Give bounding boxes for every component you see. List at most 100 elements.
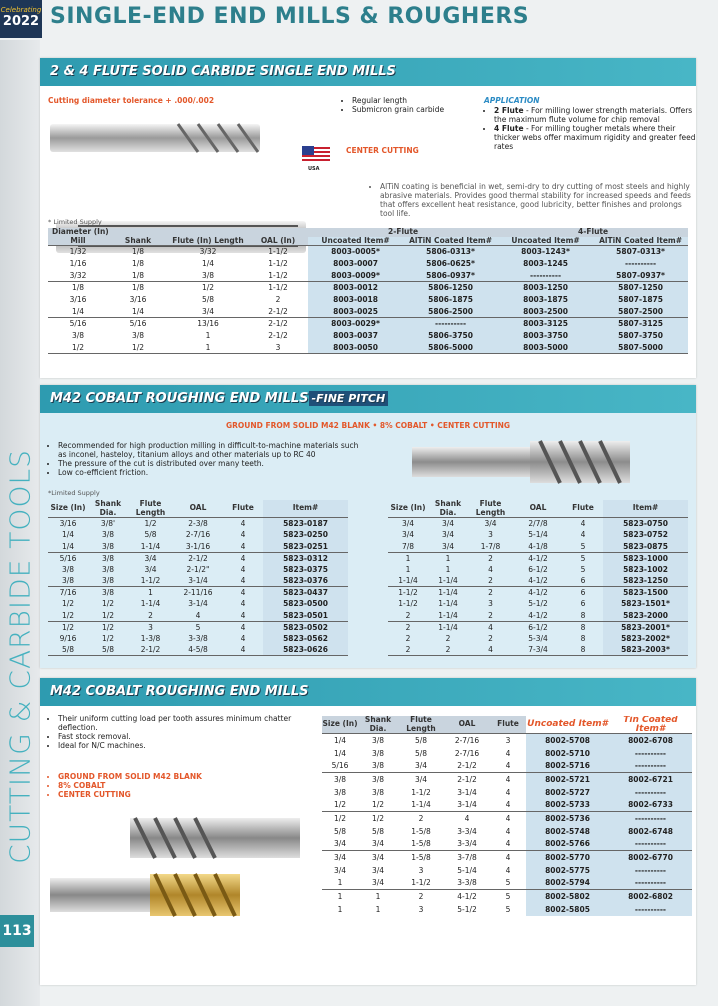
bullet-list: Recommended for high production milling … bbox=[48, 441, 368, 477]
table-cell: 4-5/8 bbox=[173, 644, 223, 656]
table-cell: 1/2 bbox=[201, 283, 215, 293]
feature: CENTER CUTTING bbox=[58, 790, 308, 799]
table-cell: 1-1/4 bbox=[388, 575, 428, 587]
table-cell: 2 bbox=[418, 891, 424, 901]
table-cell: 1/2 bbox=[101, 633, 115, 643]
table-cell: 1-1/4 bbox=[438, 622, 458, 632]
table-cell: 6-1/2 bbox=[528, 622, 548, 632]
column-header: Flute bbox=[572, 503, 594, 513]
table-cell: ---------- bbox=[609, 902, 692, 916]
table-cell: 2 bbox=[388, 609, 428, 622]
table-cell: 3/8 bbox=[88, 540, 128, 553]
table-row: 5/16 3/8 3/4 2-1/2 4 5823-0312 bbox=[48, 552, 348, 564]
table-cell: 5806-0313* bbox=[403, 245, 499, 258]
table-cell: 1-1/4 bbox=[428, 609, 468, 622]
column-header: Uncoated Item# bbox=[526, 716, 609, 734]
table-cell: 1/4 bbox=[61, 530, 75, 540]
table-row: 3/16 3/16 5/8 2 8003-0018 5806-1875 8003-1875 5… bbox=[48, 293, 689, 306]
table-cell: 5807-5000 bbox=[593, 341, 689, 354]
table-cell: 1-1/2 bbox=[268, 247, 288, 257]
application-item: 2 Flute - For milling lower strength mat… bbox=[494, 106, 698, 124]
table-cell: 3/4 bbox=[322, 837, 358, 851]
group-header: 4-Flute bbox=[578, 228, 609, 236]
table-cell: 4 bbox=[240, 564, 246, 574]
table-row: 7/8 3/4 1-7/8 4-1/8 5 5823-0875 bbox=[388, 540, 688, 553]
table-cell: 5823-0626 bbox=[263, 644, 348, 656]
column-header: Flute bbox=[232, 503, 254, 513]
table-cell: 8002-5748 bbox=[526, 824, 609, 838]
table-cell: 2-1/2 bbox=[188, 553, 208, 563]
table-cell: 8003-0025 bbox=[308, 305, 404, 318]
table-row: 1 1 2 4-1/2 5 8002-5802 8002-6802 bbox=[322, 889, 692, 903]
table-cell: 3-7/8 bbox=[457, 852, 477, 862]
table-cell: 4 bbox=[223, 644, 263, 656]
table-row: 3/8 3/8 3/4 2-1/2" 4 5823-0375 bbox=[48, 563, 348, 575]
table-cell: 1-5/8 bbox=[411, 826, 431, 836]
table-cell: 4 bbox=[240, 553, 246, 563]
table-cell: 1/4 bbox=[201, 259, 215, 268]
feature: Regular length bbox=[352, 96, 444, 105]
table-cell: 5823-0562 bbox=[263, 632, 348, 644]
table-cell: 5807-0937* bbox=[593, 269, 689, 282]
group-header: Diameter (In) bbox=[52, 228, 109, 236]
table-cell: 8003-0029* bbox=[308, 317, 404, 330]
column-header: AlTiN Coated Item# bbox=[403, 236, 499, 246]
table-cell: 8003-1875 bbox=[498, 293, 594, 306]
table-cell: 5806-0937* bbox=[403, 269, 499, 282]
table-cell: 5807-3750 bbox=[593, 329, 689, 342]
table-cell: 3-3/4 bbox=[457, 826, 477, 836]
table-cell: 1/2 bbox=[88, 609, 128, 622]
table-cell: 3/4 bbox=[371, 865, 385, 875]
badge: Celebrating 2022 bbox=[0, 0, 42, 38]
table-cell: 5807-0313* bbox=[593, 245, 689, 258]
table-cell: 8002-5716 bbox=[526, 759, 609, 773]
table-row: 1/4 3/8 1-1/4 3-1/16 4 5823-0251 bbox=[48, 540, 348, 553]
table-cell: 8002-5733 bbox=[526, 798, 609, 812]
table-cell: 5 bbox=[580, 553, 586, 563]
table-cell: 8002-6770 bbox=[609, 850, 692, 864]
table-cell: 1/32 bbox=[69, 247, 87, 257]
table-cell: 4 bbox=[490, 759, 526, 773]
table-cell: 5823-1500 bbox=[603, 586, 688, 598]
table-cell: 3/8' bbox=[100, 519, 116, 528]
table-cell: 1 bbox=[375, 891, 381, 901]
application-item: 4 Flute - For milling tougher metals whe… bbox=[494, 124, 698, 151]
table-cell: 1-1/2 bbox=[398, 588, 418, 597]
table-cell: 1-5/8 bbox=[411, 852, 431, 862]
table-cell: 4-1/2 bbox=[513, 609, 563, 622]
column-header: Tin Coated Item# bbox=[609, 716, 692, 734]
table-cell: 1-1/4 bbox=[398, 798, 444, 812]
table-cell: 8002-6748 bbox=[609, 824, 692, 838]
table-cell: 1/2 bbox=[322, 798, 358, 812]
table-cell: 1-1/4 bbox=[438, 588, 458, 597]
table-cell: 2 bbox=[445, 633, 451, 643]
table-cell: 8003-0018 bbox=[308, 293, 404, 306]
table-cell: 1/4 bbox=[333, 748, 347, 758]
table-cell: 2 bbox=[405, 633, 411, 643]
table-cell: 4 bbox=[464, 813, 470, 823]
table-cell: 4 bbox=[240, 633, 246, 643]
table-cell: 1-1/2 bbox=[268, 283, 288, 293]
table-cell: 8002-6802 bbox=[609, 889, 692, 903]
table-cell: 3/8 bbox=[71, 331, 85, 340]
table-cell: 3/4 bbox=[398, 759, 444, 773]
table-row: 1-1/4 1-1/4 2 4-1/2 6 5823-1250 bbox=[388, 575, 688, 587]
table-cell: 4 bbox=[490, 798, 526, 812]
table-cell: 8 bbox=[580, 622, 586, 632]
table-cell: 5806-1250 bbox=[403, 281, 499, 294]
table-cell: 3-1/4 bbox=[188, 599, 208, 609]
group-header: 2-Flute bbox=[388, 228, 419, 236]
table-cell: 6-1/2 bbox=[528, 564, 548, 574]
table-cell: 5823-1501* bbox=[603, 598, 688, 610]
table-cell: 8003-2500 bbox=[498, 305, 594, 318]
table-cell: 8002-6733 bbox=[609, 798, 692, 812]
table-cell: 4 bbox=[505, 748, 511, 758]
table-cell: 5/8 bbox=[48, 644, 88, 656]
table-cell: 3/4 bbox=[168, 305, 248, 318]
column-header: AlTiN Coated Item# bbox=[593, 236, 689, 246]
table-cell: ---------- bbox=[609, 759, 692, 773]
table-cell: 2 bbox=[275, 295, 281, 304]
table-cell: 1 bbox=[168, 341, 248, 354]
section-bar: M42 COBALT ROUGHING END MILLS -FINE PITCH bbox=[40, 385, 696, 413]
table-cell: 4 bbox=[173, 609, 223, 622]
